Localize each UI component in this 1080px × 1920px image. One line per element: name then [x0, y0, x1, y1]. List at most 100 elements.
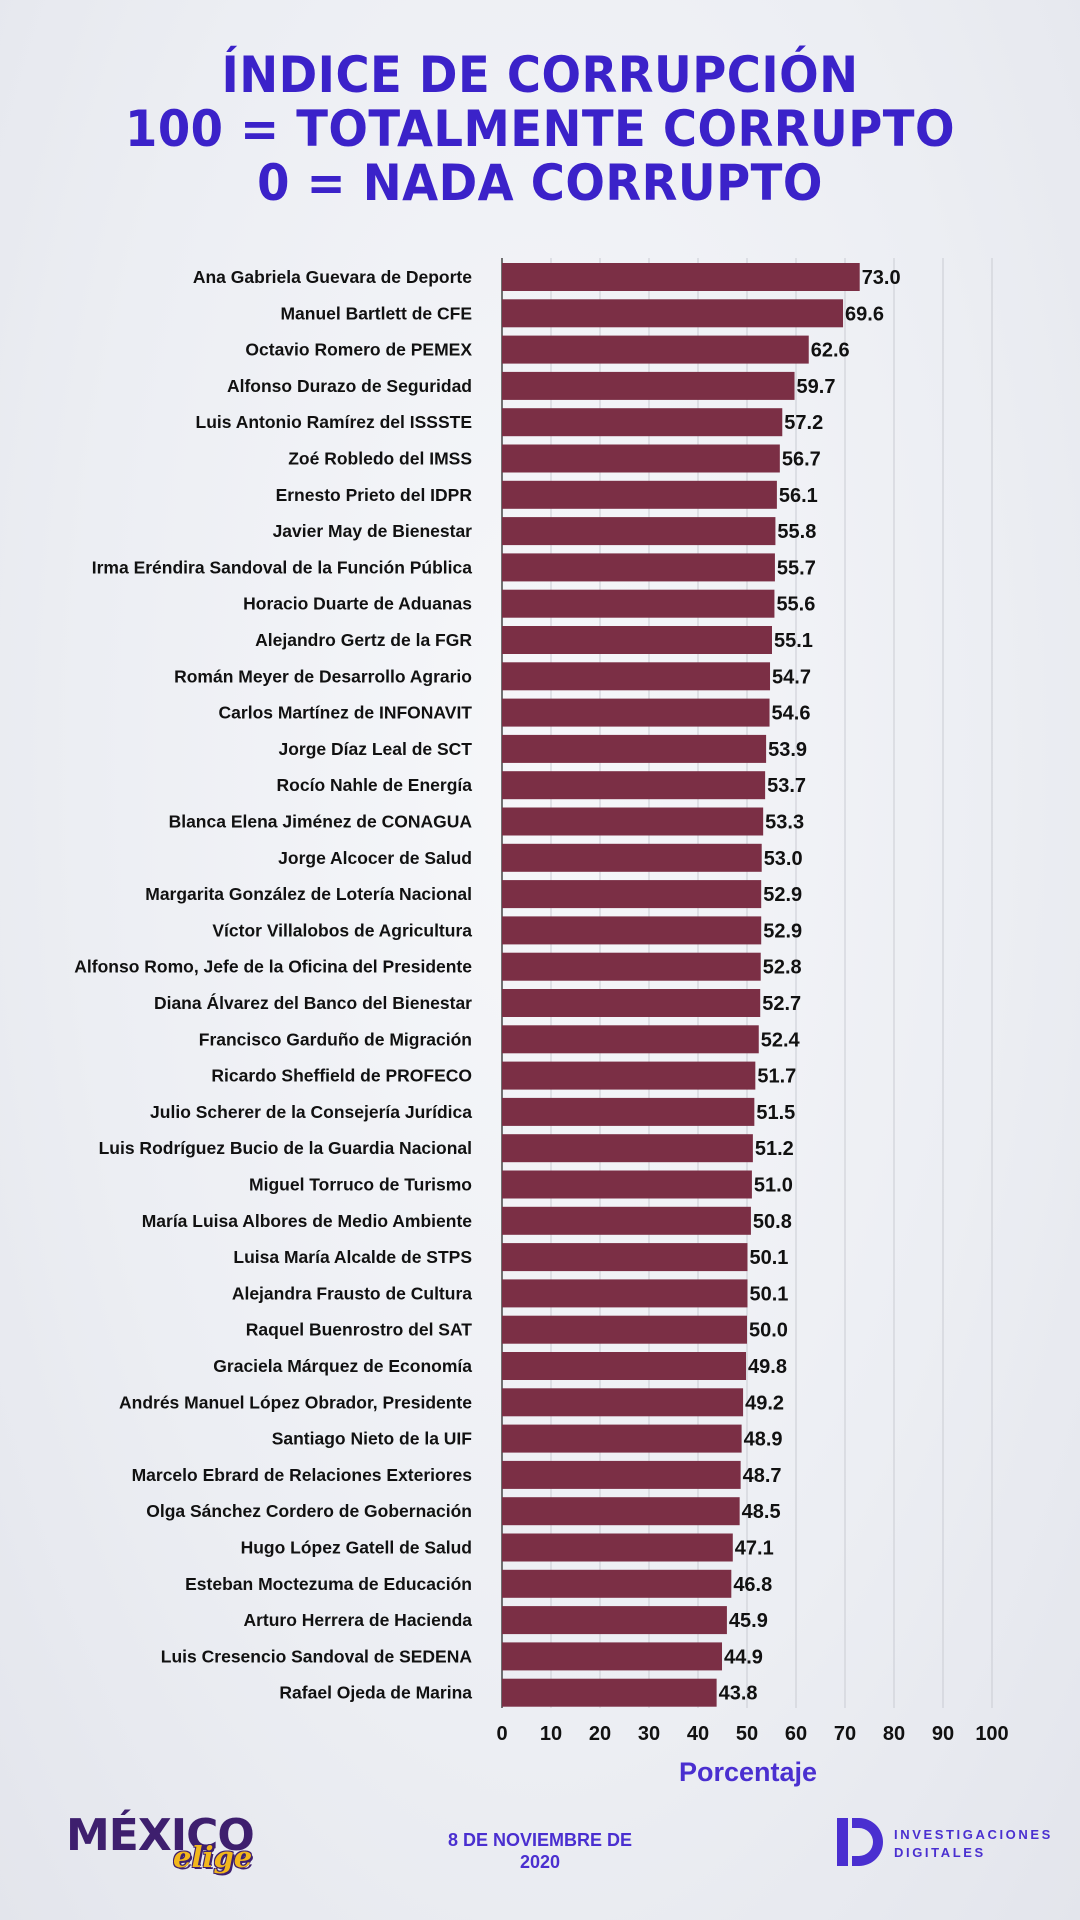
category-label: Alfonso Durazo de Seguridad [227, 376, 472, 396]
data-label: 56.7 [782, 449, 821, 471]
data-label: 52.7 [762, 993, 801, 1015]
data-label: 53.3 [765, 812, 804, 834]
data-label: 55.7 [777, 557, 816, 579]
id-logo-icon [837, 1818, 883, 1866]
data-label: 62.6 [811, 340, 850, 362]
bar [502, 1678, 717, 1707]
bar [502, 1460, 741, 1489]
data-label: 59.7 [797, 376, 836, 398]
bar [502, 335, 809, 364]
category-label: Javier May de Bienestar [273, 521, 473, 541]
category-label: Andrés Manuel López Obrador, Presidente [119, 1392, 472, 1412]
category-label: Olga Sánchez Cordero de Gobernación [146, 1501, 472, 1521]
category-label: Alejandra Frausto de Cultura [232, 1283, 472, 1303]
title-line-2: 100 = TOTALMENTE CORRUPTO [125, 100, 955, 158]
bar [502, 1025, 759, 1054]
data-label: 52.4 [761, 1029, 801, 1051]
x-tick-label: 50 [736, 1723, 758, 1745]
data-label: 53.7 [767, 775, 806, 797]
bar [502, 843, 762, 872]
investigaciones-digitales-logo: INVESTIGACIONES DIGITALES [835, 1812, 1065, 1872]
data-label: 55.1 [774, 630, 813, 652]
bar [502, 734, 767, 763]
bar [502, 371, 795, 400]
bar [502, 408, 783, 437]
logo-right-text: INVESTIGACIONES DIGITALES [894, 1826, 1053, 1862]
data-label: 55.6 [776, 594, 815, 616]
data-label: 57.2 [784, 412, 823, 434]
bar [502, 444, 780, 473]
category-label: Francisco Garduño de Migración [199, 1029, 472, 1049]
bar [502, 299, 844, 328]
x-tick-label: 60 [785, 1723, 807, 1745]
data-label: 52.9 [763, 920, 802, 942]
bar [502, 771, 766, 800]
bar [502, 1642, 723, 1671]
logo-elige-text: elige [173, 1840, 253, 1874]
bar [502, 263, 860, 291]
category-label: Graciela Márquez de Economía [213, 1356, 472, 1376]
bar [502, 480, 777, 509]
data-label: 51.5 [756, 1102, 795, 1124]
bar [502, 1206, 751, 1235]
title-line-3: 0 = NADA CORRUPTO [257, 154, 823, 212]
data-label: 49.8 [748, 1356, 787, 1378]
bar [502, 1533, 733, 1562]
bar [502, 1243, 748, 1272]
category-label: Luis Antonio Ramírez del ISSSTE [196, 412, 472, 432]
bar [502, 1170, 752, 1199]
x-tick-label: 30 [638, 1723, 660, 1745]
category-label: Jorge Alcocer de Salud [278, 848, 472, 868]
x-tick-label: 40 [687, 1723, 709, 1745]
data-label: 45.9 [729, 1610, 768, 1632]
title-line-1: ÍNDICE DE CORRUPCIÓN [221, 46, 859, 104]
bar [502, 1424, 742, 1453]
date-line-1: 8 DE NOVIEMBRE DE [447, 1830, 633, 1850]
bar [502, 1279, 748, 1308]
publication-date: 8 DE NOVIEMBRE DE 2020 [400, 1829, 680, 1873]
bar [502, 916, 762, 945]
data-label: 51.7 [757, 1066, 796, 1088]
category-label: Irma Eréndira Sandoval de la Función Púb… [92, 557, 473, 577]
x-tick-label: 80 [883, 1723, 905, 1745]
data-label: 48.5 [742, 1501, 781, 1523]
bar [502, 1388, 744, 1417]
category-label: Rafael Ojeda de Marina [279, 1683, 472, 1703]
category-label: Alfonso Romo, Jefe de la Oficina del Pre… [74, 957, 472, 977]
category-label: Horacio Duarte de Aduanas [243, 594, 472, 614]
bar [502, 1497, 740, 1526]
data-label: 43.8 [719, 1683, 758, 1705]
data-label: 53.0 [764, 848, 803, 870]
category-label: María Luisa Albores de Medio Ambiente [142, 1211, 473, 1231]
x-tick-label: 70 [834, 1723, 856, 1745]
data-label: 53.9 [768, 739, 807, 761]
category-label: Víctor Villalobos de Agricultura [212, 920, 472, 940]
date-line-2: 2020 [519, 1852, 561, 1872]
logo-right-line-2: DIGITALES [894, 1845, 986, 1860]
mexico-elige-logo: MÉXICO elige [66, 1806, 266, 1876]
category-label: Zoé Robledo del IMSS [288, 449, 472, 469]
bar [502, 1606, 727, 1635]
bar [502, 807, 764, 836]
bar [502, 1097, 755, 1126]
category-label: Luis Rodríguez Bucio de la Guardia Nacio… [99, 1138, 472, 1158]
category-label: Margarita González de Lotería Nacional [145, 884, 472, 904]
category-label: Diana Álvarez del Banco del Bienestar [154, 992, 472, 1013]
category-label: Raquel Buenrostro del SAT [246, 1320, 473, 1340]
bar [502, 1061, 756, 1090]
data-label: 44.9 [724, 1646, 763, 1668]
data-label: 54.6 [772, 703, 811, 725]
x-tick-label: 10 [540, 1723, 562, 1745]
data-label: 54.7 [772, 666, 811, 688]
category-label: Manuel Bartlett de CFE [280, 303, 472, 323]
data-label: 46.8 [733, 1574, 772, 1596]
data-label: 69.6 [845, 303, 884, 325]
data-label: 51.2 [755, 1138, 794, 1160]
category-label: Luisa María Alcalde de STPS [233, 1247, 472, 1267]
data-label: 55.8 [777, 521, 816, 543]
category-label: Alejandro Gertz de la FGR [255, 630, 472, 650]
logo-mexico-text: MÉXICO [66, 1810, 255, 1861]
category-label: Arturo Herrera de Hacienda [243, 1610, 472, 1630]
category-label: Esteban Moctezuma de Educación [185, 1574, 472, 1594]
bar [502, 1352, 747, 1380]
